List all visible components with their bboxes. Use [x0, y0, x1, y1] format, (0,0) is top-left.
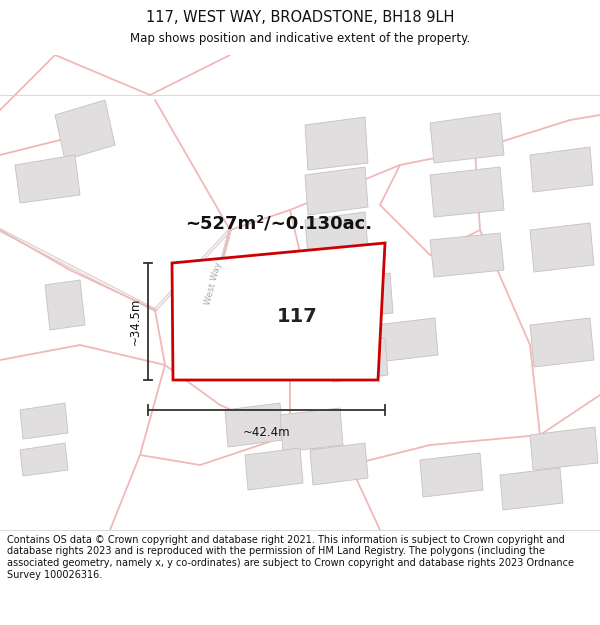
Polygon shape — [45, 280, 85, 330]
Polygon shape — [530, 318, 594, 367]
Text: ~42.4m: ~42.4m — [242, 426, 290, 439]
Polygon shape — [530, 223, 594, 272]
Polygon shape — [430, 233, 504, 277]
Polygon shape — [172, 243, 385, 380]
Text: ~527m²/~0.130ac.: ~527m²/~0.130ac. — [185, 214, 372, 232]
Polygon shape — [305, 167, 368, 215]
Text: ~34.5m: ~34.5m — [129, 298, 142, 345]
Polygon shape — [430, 167, 504, 217]
Text: Map shows position and indicative extent of the property.: Map shows position and indicative extent… — [130, 32, 470, 45]
Text: Contains OS data © Crown copyright and database right 2021. This information is : Contains OS data © Crown copyright and d… — [7, 535, 574, 580]
Text: West Way: West Way — [203, 261, 223, 306]
Polygon shape — [305, 117, 368, 170]
Polygon shape — [280, 408, 343, 452]
Polygon shape — [430, 113, 504, 163]
Polygon shape — [530, 147, 593, 192]
Text: 117, WEST WAY, BROADSTONE, BH18 9LH: 117, WEST WAY, BROADSTONE, BH18 9LH — [146, 10, 454, 25]
Polygon shape — [15, 155, 80, 203]
Polygon shape — [420, 453, 483, 497]
Polygon shape — [245, 448, 303, 490]
Polygon shape — [530, 427, 598, 470]
Polygon shape — [55, 100, 115, 160]
Polygon shape — [500, 468, 563, 510]
Text: 117: 117 — [277, 307, 317, 326]
Polygon shape — [375, 318, 438, 362]
Polygon shape — [330, 338, 388, 382]
Polygon shape — [225, 403, 283, 447]
Polygon shape — [305, 212, 368, 257]
Polygon shape — [330, 273, 393, 319]
Polygon shape — [310, 443, 368, 485]
Polygon shape — [20, 443, 68, 476]
Polygon shape — [20, 403, 68, 439]
